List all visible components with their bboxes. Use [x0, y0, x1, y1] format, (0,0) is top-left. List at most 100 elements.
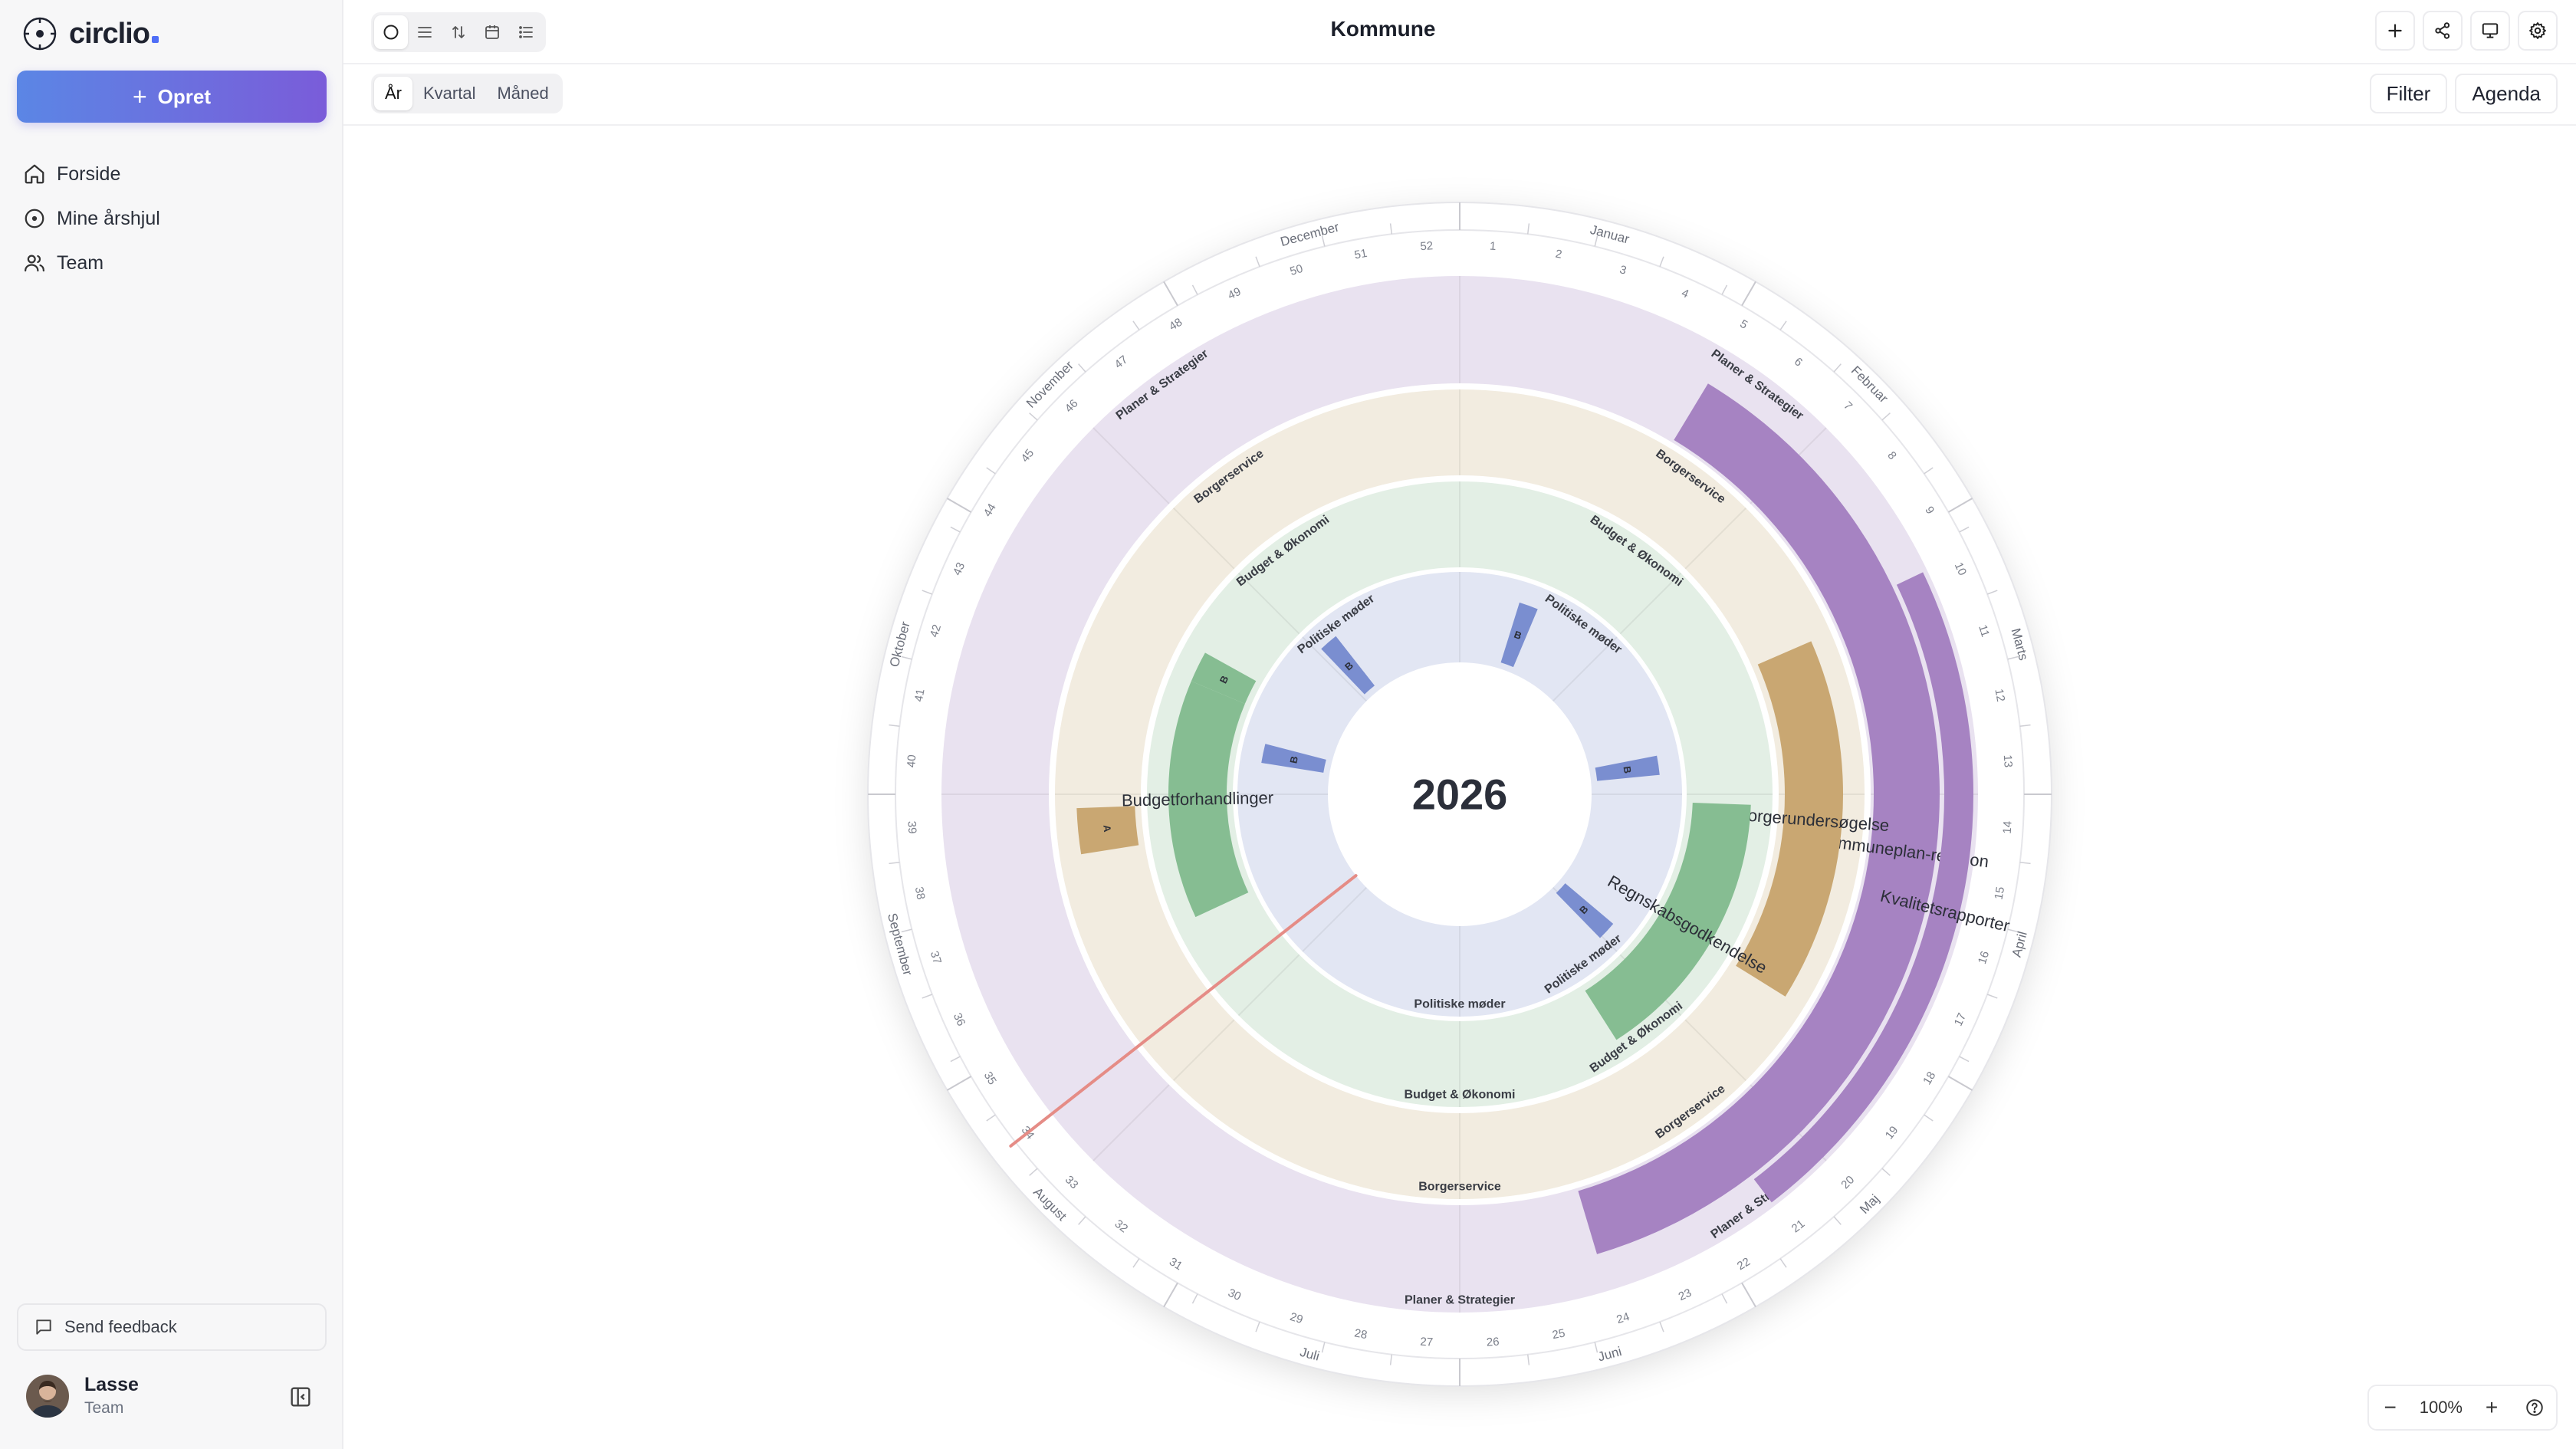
event-bar[interactable] — [1556, 883, 1614, 938]
calendar-view-button[interactable] — [475, 15, 509, 49]
zoom-in-button[interactable]: + — [2485, 1395, 2499, 1419]
sort-icon — [452, 26, 465, 38]
week-label: 2 — [1554, 248, 1562, 261]
circlio-logo-icon — [23, 17, 57, 51]
week-label: 25 — [1551, 1326, 1566, 1342]
event-label: Budgetforhandlinger — [1122, 788, 1274, 810]
period-tabs: År Kvartal Måned — [371, 74, 563, 113]
week-label: 49 — [1226, 285, 1243, 302]
sort-button[interactable] — [442, 15, 475, 49]
week-label: 13 — [2001, 754, 2015, 768]
week-label: 12 — [1992, 688, 2007, 702]
user-profile[interactable]: Lasse Team — [26, 1374, 139, 1418]
collapse-sidebar-icon[interactable] — [288, 1385, 313, 1409]
week-label: 14 — [2001, 820, 2015, 834]
tab-month[interactable]: Måned — [497, 84, 549, 103]
circle-dot-icon — [25, 209, 44, 228]
ring-label: Borgerservice — [1418, 1181, 1501, 1194]
week-label: 43 — [951, 560, 968, 577]
user-role: Team — [84, 1399, 124, 1417]
add-button[interactable] — [2375, 11, 2415, 51]
event-bar[interactable] — [1261, 744, 1326, 773]
today-marker — [1009, 874, 1358, 1148]
ring-background — [1237, 572, 1682, 1017]
settings-button[interactable] — [2518, 11, 2558, 51]
settings-icon — [2529, 22, 2546, 39]
help-button[interactable] — [2513, 1386, 2556, 1429]
tab-quarter[interactable]: Kvartal — [423, 84, 476, 103]
zoom-out-button[interactable]: − — [2384, 1395, 2397, 1419]
add-icon — [2388, 24, 2402, 38]
circle-view-button[interactable] — [374, 15, 408, 49]
top-actions — [2375, 11, 2558, 51]
sidebar-item-label: Team — [57, 251, 104, 274]
event-bar[interactable] — [1500, 602, 1538, 668]
circle-view-icon — [383, 25, 399, 40]
share-icon — [2435, 22, 2450, 39]
sidebar-item-team[interactable]: Team — [17, 241, 327, 285]
present-button[interactable] — [2470, 11, 2510, 51]
week-label: 41 — [912, 688, 928, 702]
message-icon — [36, 1319, 51, 1335]
week-label: 30 — [1226, 1286, 1243, 1303]
event-label: B — [1287, 755, 1300, 764]
event-bar[interactable] — [1168, 681, 1249, 918]
create-button-label: Opret — [157, 84, 212, 108]
list-view-button[interactable] — [408, 15, 442, 49]
event-bar[interactable] — [1191, 652, 1257, 704]
sidebar-nav: Forside Mine årshjul Team — [17, 152, 327, 285]
week-label: 1 — [1490, 240, 1497, 253]
week-label: 36 — [951, 1011, 968, 1028]
sidebar-item-label: Forside — [57, 163, 121, 185]
week-label: 22 — [1735, 1255, 1753, 1273]
send-feedback-button[interactable]: Send feedback — [17, 1303, 327, 1351]
calendar-icon — [485, 25, 499, 39]
tab-year[interactable]: År — [374, 77, 412, 110]
event-bar[interactable] — [1736, 641, 1843, 997]
home-icon — [25, 164, 44, 184]
event-bar[interactable] — [1321, 636, 1375, 695]
help-icon — [2526, 1399, 2543, 1416]
week-label: 50 — [1288, 262, 1304, 278]
week-label: 29 — [1288, 1310, 1304, 1326]
week-label: 42 — [928, 623, 944, 639]
week-label: 32 — [1112, 1217, 1131, 1236]
week-label: 40 — [905, 754, 918, 768]
filter-button[interactable]: Filter — [2369, 74, 2448, 113]
agenda-view-button[interactable] — [509, 15, 543, 49]
event-bar[interactable] — [1753, 572, 1973, 1203]
year-wheel[interactable]: 1234567891011121314151617181920212223242… — [343, 126, 2576, 1449]
sidebar-item-forside[interactable]: Forside — [17, 152, 327, 196]
sidebar-item-mine-aarshjul[interactable]: Mine årshjul — [17, 196, 327, 241]
week-label: 21 — [1789, 1217, 1808, 1236]
week-label: 15 — [1992, 886, 2007, 900]
week-label: 28 — [1353, 1326, 1368, 1342]
event-label: B — [1622, 765, 1634, 774]
sidebar-item-label: Mine årshjul — [57, 207, 160, 229]
week-label: 10 — [1952, 560, 1969, 577]
event-bar[interactable] — [1076, 806, 1139, 855]
zoom-level: 100% — [2419, 1398, 2463, 1417]
week-label: 23 — [1677, 1286, 1694, 1303]
period-bar: År Kvartal Måned Filter Agenda — [343, 64, 2576, 126]
present-icon — [2482, 23, 2499, 38]
list-view-icon — [418, 27, 432, 38]
week-label: 27 — [1420, 1336, 1434, 1349]
ring-label: Budget & Økonomi — [1405, 1089, 1516, 1102]
event-bar[interactable] — [1578, 383, 1940, 1254]
page-title: Kommune — [1330, 17, 1436, 41]
create-button[interactable]: + Opret — [17, 71, 327, 123]
week-label: 11 — [1976, 623, 1992, 639]
app-logo[interactable]: circlio — [21, 15, 159, 52]
week-label: 44 — [981, 501, 999, 519]
event-bar[interactable] — [1595, 755, 1660, 781]
agenda-button[interactable]: Agenda — [2455, 74, 2558, 113]
share-button[interactable] — [2423, 11, 2463, 51]
avatar — [26, 1374, 69, 1418]
event-bar[interactable] — [1585, 803, 1751, 1040]
event-label: A — [1101, 824, 1113, 833]
week-label: 39 — [905, 820, 918, 834]
week-label: 47 — [1112, 353, 1131, 372]
week-label: 17 — [1952, 1011, 1969, 1028]
week-label: 45 — [1019, 447, 1037, 465]
